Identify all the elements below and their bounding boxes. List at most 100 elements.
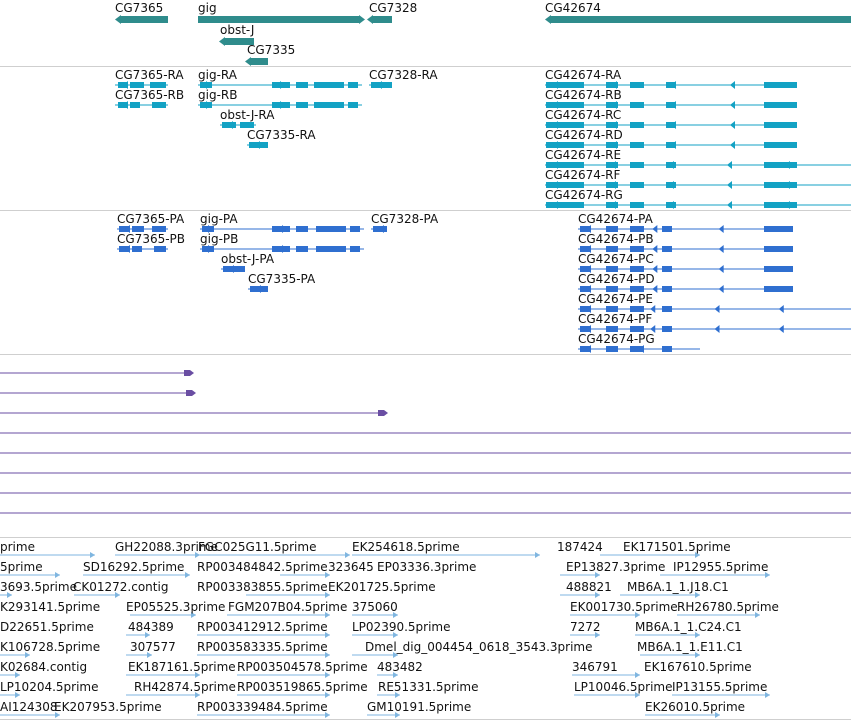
feature-exon[interactable] — [630, 102, 644, 108]
strand-arrow[interactable] — [345, 552, 350, 558]
est-label[interactable]: RP003412912.5prime — [197, 620, 328, 634]
feature-exon[interactable] — [630, 142, 644, 148]
strand-arrow[interactable] — [208, 225, 213, 233]
feature-exon[interactable] — [630, 122, 644, 128]
transcript-label[interactable]: CG42674-RC — [545, 108, 622, 122]
feature-exon[interactable] — [630, 306, 644, 312]
feature-exon[interactable] — [546, 122, 584, 128]
est-label[interactable]: 323645 — [328, 560, 374, 574]
est-label[interactable]: EK207953.5prime — [54, 700, 162, 714]
strand-arrow[interactable] — [25, 652, 30, 658]
feature-exon[interactable] — [606, 286, 618, 292]
strand-arrow[interactable] — [245, 57, 251, 66]
feature-exon[interactable] — [606, 226, 618, 232]
feature-exon[interactable] — [606, 266, 618, 272]
feature-exon[interactable] — [606, 306, 618, 312]
feature-exon[interactable] — [272, 226, 290, 232]
protein-label[interactable]: CG42674-PB — [578, 232, 654, 246]
strand-arrow[interactable] — [612, 81, 617, 89]
feature-exon[interactable] — [580, 286, 590, 292]
est-label[interactable]: 5prime — [0, 560, 43, 574]
feature-exon[interactable] — [348, 82, 358, 88]
strand-arrow[interactable] — [778, 305, 784, 313]
feature-exon[interactable] — [630, 266, 644, 272]
feature-exon[interactable] — [119, 226, 129, 232]
strand-arrow[interactable] — [377, 81, 382, 89]
protein-label[interactable]: CG42674-PG — [578, 332, 655, 346]
strand-arrow[interactable] — [595, 572, 600, 578]
feature-exon[interactable] — [132, 226, 144, 232]
protein-label[interactable]: CG7335-PA — [248, 272, 316, 286]
est-label[interactable]: EK201725.5prime — [328, 580, 436, 594]
est-label[interactable]: prime — [0, 540, 35, 554]
feature-exon[interactable] — [580, 326, 590, 332]
strand-arrow[interactable] — [325, 672, 330, 678]
strand-arrow[interactable] — [730, 121, 735, 129]
alignment-end[interactable] — [186, 390, 192, 396]
strand-arrow[interactable] — [635, 672, 640, 678]
strand-arrow[interactable] — [325, 652, 330, 658]
est-label[interactable]: 346791 — [572, 660, 618, 674]
est-label[interactable]: RH42874.5prime — [134, 680, 236, 694]
est-label[interactable]: K293141.5prime — [0, 600, 101, 614]
feature-exon[interactable] — [764, 286, 793, 292]
est-label[interactable]: LP10204.5prime — [0, 680, 99, 694]
est-label[interactable]: CK01272.contig — [73, 580, 169, 594]
strand-arrow[interactable] — [785, 201, 790, 209]
strand-arrow[interactable] — [282, 225, 287, 233]
strand-arrow[interactable] — [586, 305, 591, 313]
strand-arrow[interactable] — [650, 305, 656, 313]
feature-exon[interactable] — [296, 102, 308, 108]
strand-arrow[interactable] — [727, 201, 732, 209]
strand-arrow[interactable] — [115, 592, 120, 598]
strand-arrow[interactable] — [229, 265, 234, 273]
est-label[interactable]: 307577 — [130, 640, 176, 654]
strand-arrow[interactable] — [553, 101, 558, 109]
strand-arrow[interactable] — [755, 612, 760, 618]
strand-arrow[interactable] — [595, 592, 600, 598]
strand-arrow[interactable] — [669, 201, 674, 209]
est-label[interactable]: 484389 — [128, 620, 174, 634]
feature-exon[interactable] — [662, 286, 672, 292]
alignment-end[interactable] — [184, 370, 190, 376]
feature-exon[interactable] — [580, 266, 590, 272]
strand-arrow[interactable] — [208, 245, 213, 253]
strand-arrow[interactable] — [718, 245, 724, 253]
gene-bar[interactable] — [250, 58, 268, 65]
protein-label[interactable]: CG42674-PD — [578, 272, 655, 286]
strand-arrow[interactable] — [695, 632, 700, 638]
strand-arrow[interactable] — [195, 552, 200, 558]
protein-label[interactable]: CG42674-PE — [578, 292, 653, 306]
feature-exon[interactable] — [606, 326, 618, 332]
strand-arrow[interactable] — [393, 652, 398, 658]
feature-exon[interactable] — [546, 142, 584, 148]
feature-exon[interactable] — [130, 82, 144, 88]
strand-arrow[interactable] — [718, 285, 724, 293]
feature-exon[interactable] — [630, 82, 644, 88]
feature-exon[interactable] — [606, 246, 618, 252]
strand-arrow[interactable] — [718, 225, 724, 233]
feature-exon[interactable] — [764, 182, 797, 188]
strand-arrow[interactable] — [635, 692, 640, 698]
est-label[interactable]: RE51331.5prime — [378, 680, 479, 694]
feature-exon[interactable] — [546, 82, 584, 88]
protein-label[interactable]: CG7328-PA — [371, 212, 439, 226]
feature-exon[interactable] — [630, 346, 644, 352]
strand-arrow[interactable] — [611, 181, 616, 189]
strand-arrow[interactable] — [553, 201, 558, 209]
strand-arrow[interactable] — [730, 81, 735, 89]
est-label[interactable]: EP13827.3prime — [566, 560, 666, 574]
strand-arrow[interactable] — [123, 81, 128, 89]
feature-exon[interactable] — [764, 226, 793, 232]
strand-arrow[interactable] — [612, 101, 617, 109]
transcript-label[interactable]: gig-RA — [198, 68, 237, 82]
strand-arrow[interactable] — [206, 101, 211, 109]
strand-arrow[interactable] — [765, 692, 770, 698]
est-label[interactable]: EK167610.5prime — [644, 660, 752, 674]
est-label[interactable]: 3693.5prime — [0, 580, 77, 594]
feature-exon[interactable] — [296, 226, 308, 232]
feature-exon[interactable] — [314, 102, 344, 108]
feature-exon[interactable] — [662, 346, 672, 352]
strand-arrow[interactable] — [535, 552, 540, 558]
feature-exon[interactable] — [764, 82, 797, 88]
